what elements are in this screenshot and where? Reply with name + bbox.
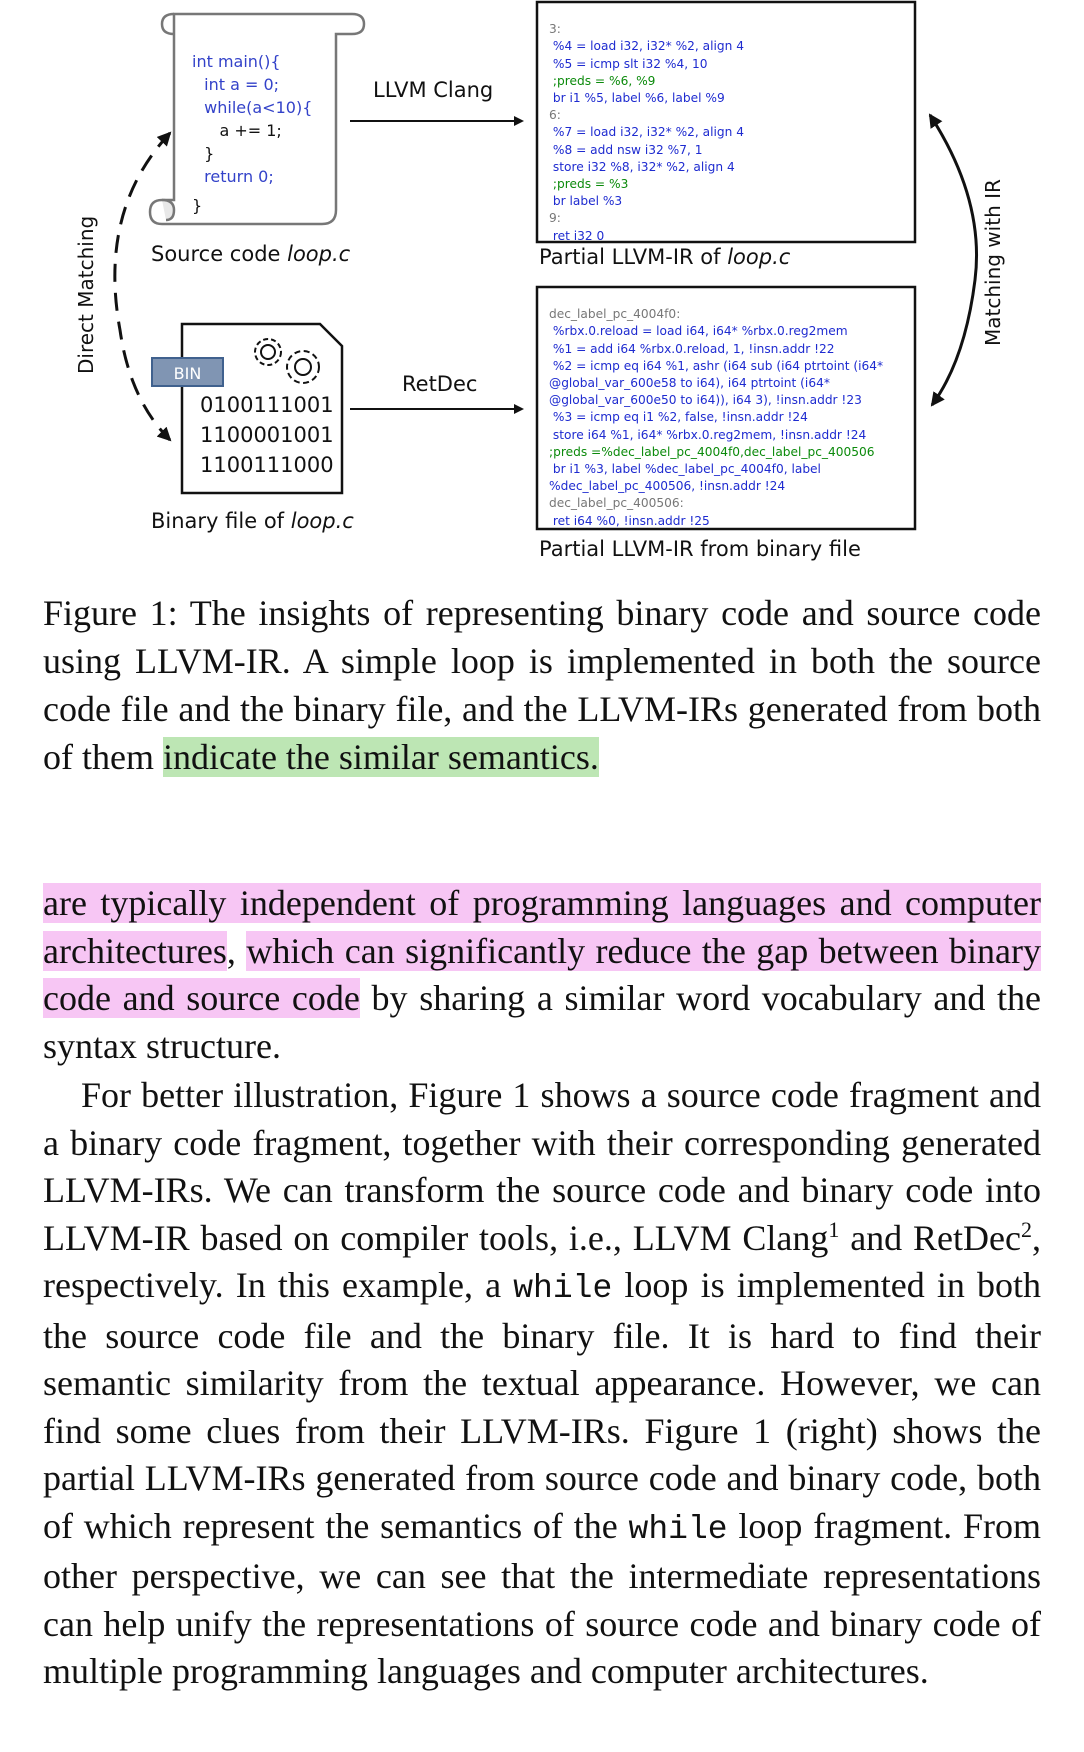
src-line-7: } [192, 196, 203, 215]
ir-bin-line-11: %dec_label_pc_400506, !insn.addr !24 [549, 479, 786, 494]
ir-src-line-12: 9: [549, 211, 561, 226]
ir-binary-box [535, 285, 917, 531]
ir-src-line-2: %4 = load i32, i32* %2, align 4 [552, 39, 745, 54]
ir-source-label: Partial LLVM-IR of loop.c [539, 245, 790, 269]
ir-bin-line-6: @global_var_600e50 to i64)), i64 3), !in… [549, 393, 862, 408]
bits-line-3: 1100111000 [200, 453, 334, 477]
para1-rest: by sharing a similar word vocabulary and… [43, 978, 1042, 1066]
ir-bin-line-5: @global_var_600e58 to i64), i64 ptrtoint… [549, 376, 830, 391]
ir-src-line-7: %7 = load i32, i32* %2, align 4 [552, 125, 745, 140]
caption-text: Figure 1: The insights of representing b… [43, 593, 1041, 777]
binary-file-label: Binary file of loop.c [151, 509, 354, 533]
para2-text-5: loop fragment. From other perspective, w… [43, 1505, 1041, 1692]
ir-binary-code: dec_label_pc_4004f0: %rbx.0.reload = loa… [549, 289, 883, 530]
ir-bin-line-13: ret i64 %0, !insn.addr !25 [552, 513, 710, 528]
bits-line-1: 0100111001 [200, 393, 334, 417]
ir-source-label-file: loop.c [727, 245, 791, 269]
src-line-3: while(a<10){ [204, 98, 313, 117]
code-while-1: while [513, 1270, 613, 1307]
ir-src-line-13: ret i32 0 [552, 228, 605, 243]
ir-src-line-4: ;preds = %6, %9 [552, 73, 656, 88]
ir-src-line-11: br label %3 [552, 194, 623, 209]
binary-label-prefix: Binary file of [151, 509, 291, 533]
src-line-1: int main(){ [192, 52, 281, 71]
source-code: int main(){ int a = 0; while(a<10){ a +=… [192, 50, 312, 188]
para2-text-1: For better illustration, Figure 1 shows … [43, 1075, 1041, 1258]
binary-bits: 0100111001 1100001001 1100111000 [200, 390, 334, 480]
ir-src-line-8: %8 = add nsw i32 %7, 1 [552, 142, 703, 157]
matching-ir-label: Matching with IR [981, 179, 1005, 346]
figure-caption: Figure 1: The insights of representing b… [43, 589, 1041, 781]
source-label-file: loop.c [287, 242, 351, 266]
figure-1: int main(){ int a = 0; while(a<10){ a +=… [0, 0, 1084, 580]
code-while-2: while [628, 1510, 728, 1548]
ir-bin-line-7: %3 = icmp eq i1 %2, false, !insn.addr !2… [552, 410, 808, 425]
ir-bin-line-3: %1 = add i64 %rbx.0.reload, 1, !insn.add… [552, 341, 835, 356]
bits-line-2: 1100001001 [200, 423, 334, 447]
ir-source-box [535, 0, 917, 244]
para1-sep: , [226, 930, 247, 971]
para2-text-2: and RetDec [839, 1217, 1021, 1258]
source-code-label: Source code loop.c [151, 242, 350, 266]
binary-label-file: loop.c [290, 509, 354, 533]
ir-bin-line-4: %2 = icmp eq i64 %1, ashr (i64 sub (i64 … [552, 358, 884, 373]
direct-matching-label: Direct Matching [74, 215, 98, 374]
ir-bin-line-1: dec_label_pc_4004f0: [549, 307, 681, 322]
caption-highlight: indicate the similar semantics. [162, 737, 599, 777]
direct-matching-arrow [113, 131, 172, 442]
figure-diagram [113, 0, 979, 531]
src-line-6: return 0; [204, 167, 274, 186]
bin-badge: BIN [151, 357, 224, 387]
retdec-label: RetDec [402, 372, 478, 396]
llvm-clang-label: LLVM Clang [373, 78, 494, 102]
ir-src-line-1: 3: [549, 22, 561, 37]
ir-src-line-3: %5 = icmp slt i32 %4, 10 [552, 56, 708, 71]
ir-bin-line-2: %rbx.0.reload = load i64, i64* %rbx.0.re… [552, 324, 848, 339]
ir-bin-line-12: dec_label_pc_400506: [549, 496, 684, 511]
ir-src-line-6: 6: [549, 108, 561, 123]
para2-text-4: loop is implemented in both the source c… [43, 1265, 1041, 1546]
ir-bin-line-8: store i64 %1, i64* %rbx.0.reg2mem, !insn… [552, 427, 867, 442]
para2-text-3: , respectively. In this example, a [43, 1217, 1041, 1306]
source-label-prefix: Source code [151, 242, 288, 266]
ir-src-line-9: store i32 %8, i32* %2, align 4 [552, 159, 735, 174]
ir-binary-label: Partial LLVM-IR from binary file [539, 537, 861, 561]
ir-bin-line-9: ;preds =%dec_label_pc_4004f0,dec_label_p… [549, 444, 875, 459]
ir-src-line-5: br i1 %5, label %6, label %9 [552, 91, 725, 106]
ir-src-line-10: ;preds = %3 [552, 177, 629, 192]
paragraph-1: are typically independent of programming… [43, 880, 1042, 1070]
matching-ir-arrow [928, 113, 979, 407]
gear-icon [254, 338, 320, 384]
footnote-1: 1 [828, 1216, 840, 1242]
ir-source-code: 3: %4 = load i32, i32* %2, align 4 %5 = … [549, 4, 744, 245]
ir-source-label-prefix: Partial LLVM-IR of [539, 245, 728, 269]
paragraph-2: For better illustration, Figure 1 shows … [43, 1072, 1041, 1696]
src-line-2: int a = 0; [204, 75, 280, 94]
footnote-2: 2 [1021, 1216, 1032, 1242]
src-line-5: } [204, 144, 215, 163]
ir-bin-line-10: br i1 %3, label %dec_label_pc_4004f0, la… [552, 462, 821, 477]
src-line-4: a += 1; [219, 121, 282, 140]
